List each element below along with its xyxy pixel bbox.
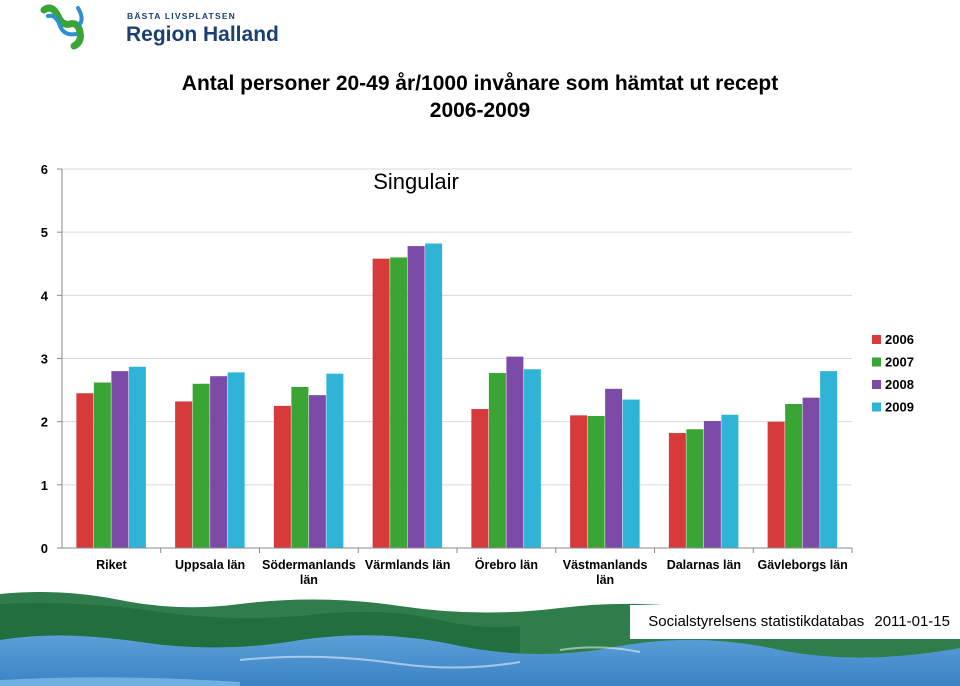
x-category-label: Dalarnas län — [667, 558, 741, 572]
bar-2009 — [128, 366, 146, 548]
y-tick-label: 0 — [41, 541, 48, 556]
bar-2007 — [488, 373, 506, 548]
bar-2007 — [587, 415, 605, 548]
logo-name: Region Halland — [126, 23, 279, 46]
bar-2007 — [785, 403, 803, 548]
y-tick-label: 2 — [41, 415, 48, 430]
y-tick-label: 5 — [41, 225, 48, 240]
bar-2007 — [291, 386, 309, 548]
bar-2009 — [721, 414, 739, 548]
y-tick-label: 4 — [41, 288, 49, 303]
x-category-label: Örebro län — [475, 557, 538, 572]
region-halland-logo: BÄSTA LIVSPLATSEN Region Halland — [38, 2, 279, 52]
title-line-2: 2006-2009 — [429, 99, 531, 122]
legend-swatch — [872, 335, 881, 344]
legend-swatch — [872, 402, 881, 412]
title-line-1: Antal personer 20-49 år/1000 invånare so… — [181, 72, 779, 95]
bar-2009 — [523, 369, 541, 548]
x-category-label: Gävleborgs län — [757, 558, 847, 572]
legend-label: 2007 — [885, 355, 914, 370]
source-note: Socialstyrelsens statistikdatabas 2011-0… — [648, 613, 950, 630]
bar-2009 — [227, 372, 245, 548]
bar-2006 — [767, 421, 785, 548]
source-date: 2011-01-15 — [874, 613, 950, 630]
x-category-label: län — [300, 573, 318, 587]
bar-2008 — [407, 246, 425, 548]
bar-2009 — [326, 373, 344, 548]
legend-label: 2009 — [885, 400, 914, 415]
bar-2008 — [111, 371, 129, 548]
chart-title: Singulair — [373, 169, 459, 194]
legend-swatch — [872, 380, 881, 389]
x-category-label: Södermanlands — [262, 558, 356, 572]
bar-2006 — [273, 405, 291, 548]
bar-2006 — [175, 401, 193, 548]
bar-2008 — [703, 421, 721, 548]
bar-2007 — [192, 383, 210, 548]
bar-2009 — [425, 243, 443, 548]
x-category-label: län — [596, 573, 614, 587]
x-category-label: Uppsala län — [175, 558, 245, 572]
bar-2007 — [686, 429, 704, 548]
bar-2008 — [210, 376, 228, 548]
logo-tagline: BÄSTA LIVSPLATSEN — [127, 11, 237, 21]
bar-2006 — [471, 409, 489, 548]
bar-2009 — [820, 371, 838, 548]
y-tick-label: 6 — [41, 162, 48, 177]
bar-2006 — [570, 415, 588, 548]
legend-label: 2008 — [885, 377, 914, 392]
legend-swatch — [872, 357, 881, 367]
bar-2006 — [372, 258, 390, 548]
bar-2008 — [802, 397, 820, 548]
bar-2007 — [93, 382, 111, 548]
bar-2008 — [308, 395, 326, 548]
logo-mark-icon — [40, 4, 84, 50]
bar-2008 — [506, 356, 524, 548]
source-label: Socialstyrelsens statistikdatabas — [648, 613, 865, 630]
bar-2007 — [390, 257, 408, 548]
bar-2006 — [76, 393, 94, 548]
y-tick-label: 1 — [41, 478, 48, 493]
y-tick-label: 3 — [41, 352, 48, 367]
legend-label: 2006 — [885, 332, 914, 347]
bar-2006 — [668, 433, 686, 548]
x-category-label: Västmanlands — [563, 558, 648, 572]
page-title: Antal personer 20-49 år/1000 invånare so… — [0, 70, 960, 124]
bar-2009 — [622, 399, 640, 548]
x-category-label: Värmlands län — [365, 558, 450, 572]
x-category-label: Riket — [96, 558, 127, 572]
bar-2008 — [605, 388, 623, 548]
